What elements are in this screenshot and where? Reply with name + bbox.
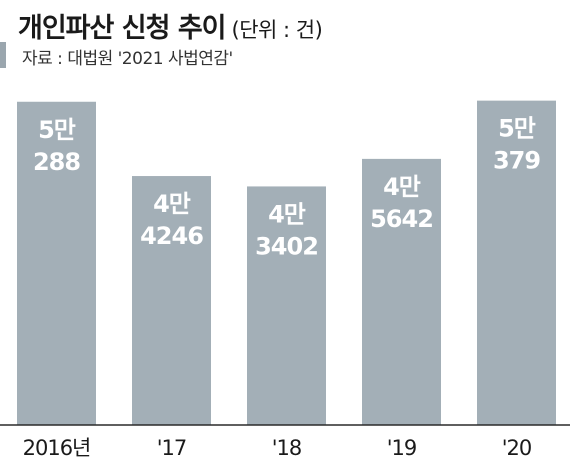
chart-title: 개인파산 신청 추이 (18, 13, 227, 44)
chart-header: 개인파산 신청 추이 (단위 : 건) 자료 : 대법원 '2021 사법연감' (0, 0, 570, 70)
bar-label-4-0: 5만 (498, 115, 536, 143)
source-text: 자료 : 대법원 '2021 사법연감' (22, 49, 233, 69)
bar-label-0-0: 5만 (38, 116, 76, 144)
x-tick-2: '18 (272, 436, 302, 460)
bar-label-1-1: 4246 (140, 222, 203, 250)
bar-label-2-1: 3402 (255, 232, 318, 260)
bar-1 (132, 176, 211, 425)
bars-group: 5만 288 4만 4246 4만 3402 4만 5642 5만 379 (17, 100, 556, 426)
bar-0 (17, 101, 96, 426)
unit-label: (단위 : 건) (231, 18, 323, 42)
bar-label-3-0: 4만 (383, 173, 421, 201)
bar-label-0-1: 288 (33, 148, 80, 176)
bar-label-4-1: 379 (493, 147, 540, 175)
x-tick-0: 2016년 (23, 436, 91, 460)
source-marker (0, 42, 6, 68)
x-tick-1: '17 (157, 436, 187, 460)
x-tick-3: '19 (387, 436, 417, 460)
x-ticks-group: 2016년 '17 '18 '19 '20 (23, 436, 533, 460)
bar-2 (247, 186, 326, 425)
x-tick-4: '20 (502, 436, 532, 460)
bar-label-3-1: 5642 (370, 205, 433, 233)
bar-3 (362, 158, 441, 426)
bar-label-2-0: 4만 (268, 200, 306, 228)
bar-label-1-0: 4만 (153, 190, 191, 218)
bar-4 (477, 100, 556, 426)
title-row: 개인파산 신청 추이 (단위 : 건) (18, 6, 323, 45)
